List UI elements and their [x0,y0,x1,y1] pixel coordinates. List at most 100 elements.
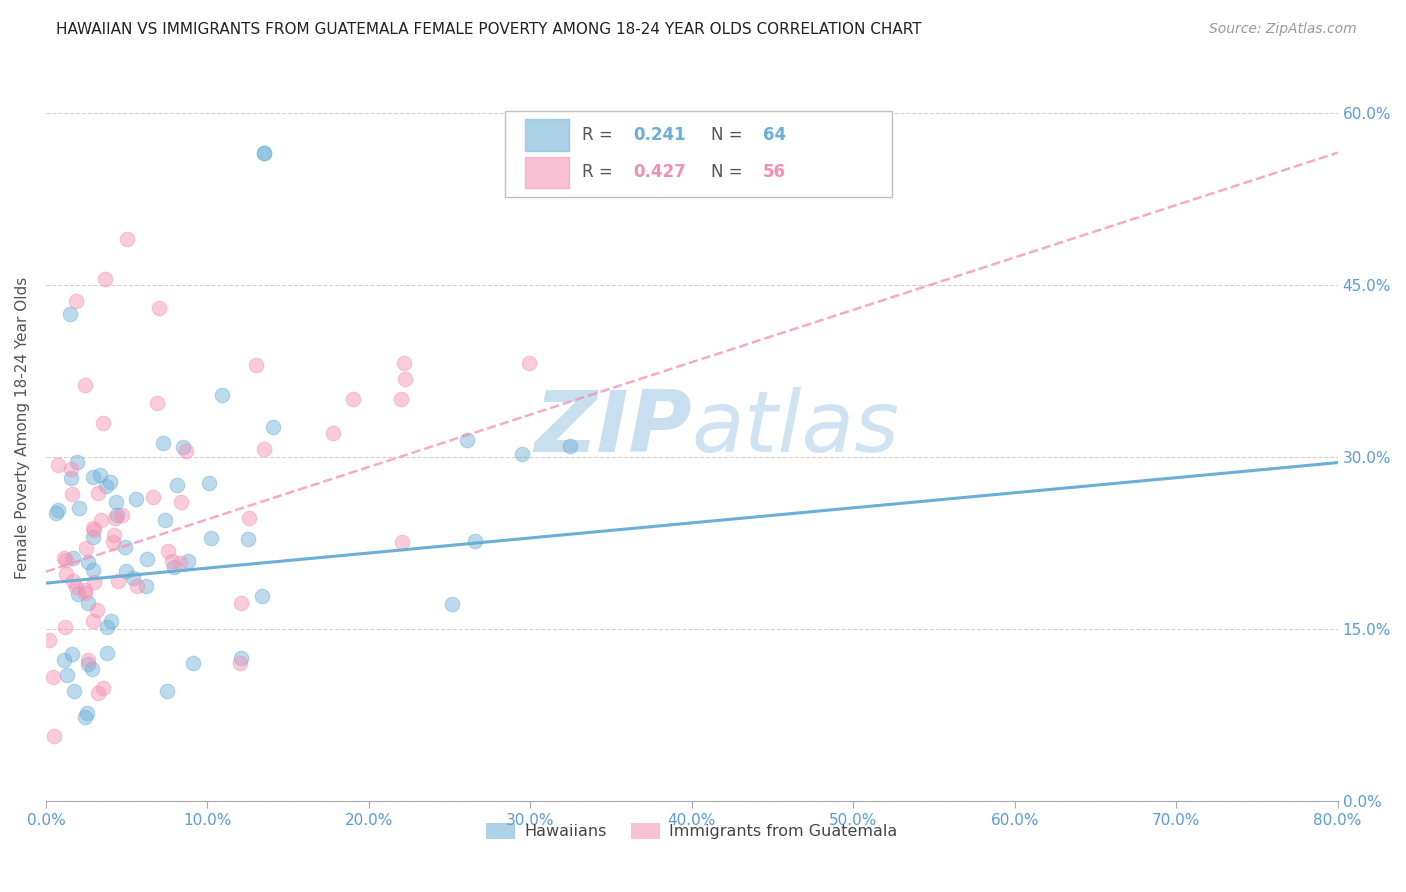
Legend: Hawaiians, Immigrants from Guatemala: Hawaiians, Immigrants from Guatemala [479,816,904,846]
Point [146,396,169,410]
Point [55,566,77,581]
Point [389,392,412,407]
Point [60,487,83,501]
Point [148,301,170,315]
Point [111,508,134,522]
Point [125,491,148,506]
Point [59,307,82,321]
Point [52,653,75,667]
Point [77,653,100,667]
Point [75,541,97,555]
Point [82,530,104,544]
Point [98,475,121,489]
Point [228,657,250,671]
Point [77,555,100,569]
Point [82,563,104,577]
Point [253,442,276,456]
Point [105,508,128,522]
Point [136,552,159,566]
Point [342,392,364,407]
Point [253,145,276,160]
Point [156,543,179,558]
Point [82,614,104,628]
Point [170,495,193,509]
Y-axis label: Female Poverty Among 18-24 Year Olds: Female Poverty Among 18-24 Year Olds [15,277,30,579]
Point [142,490,165,504]
Point [135,579,157,593]
Point [62,574,84,589]
Text: N =: N = [711,126,748,144]
Point [114,564,136,578]
Text: N =: N = [711,163,748,181]
Point [464,533,486,548]
Point [245,358,267,372]
Point [122,571,145,585]
Point [83,575,105,590]
Point [59,462,82,476]
Point [558,439,581,453]
Point [90,513,112,527]
Point [104,510,127,524]
Point [322,426,344,441]
Point [65,293,87,308]
Point [231,651,253,665]
Point [262,420,284,434]
Text: atlas: atlas [692,387,900,470]
Point [62,683,84,698]
Point [103,528,125,542]
Text: R =: R = [582,126,619,144]
Text: 64: 64 [763,126,786,144]
FancyBboxPatch shape [526,157,569,188]
Point [77,657,100,671]
Point [456,433,478,447]
FancyBboxPatch shape [526,120,569,151]
Point [45,506,67,520]
Point [166,478,188,492]
Point [59,471,82,485]
Point [96,620,118,634]
Point [80,662,103,676]
Point [510,446,533,460]
Point [103,534,125,549]
Point [96,646,118,660]
Point [394,372,416,386]
Point [46,503,69,517]
Point [169,556,191,570]
Point [75,586,97,600]
Point [181,656,204,670]
Point [55,553,77,567]
Point [163,560,186,574]
Text: 0.241: 0.241 [634,126,686,144]
Point [67,500,90,515]
Point [38,632,60,647]
Point [42,670,65,684]
Point [211,387,233,401]
Point [82,521,104,535]
Point [94,272,117,286]
Point [87,486,110,500]
Text: Source: ZipAtlas.com: Source: ZipAtlas.com [1209,22,1357,37]
Point [238,532,260,546]
Point [94,479,117,493]
Point [114,540,136,554]
Point [75,583,97,598]
Point [93,416,115,430]
Point [177,554,200,568]
Point [156,683,179,698]
Text: ZIP: ZIP [534,387,692,470]
Point [55,620,77,634]
Point [44,729,66,743]
Point [86,603,108,617]
Point [252,590,274,604]
Point [160,554,183,568]
Point [231,596,253,610]
Point [66,455,89,469]
Text: HAWAIIAN VS IMMIGRANTS FROM GUATEMALA FEMALE POVERTY AMONG 18-24 YEAR OLDS CORRE: HAWAIIAN VS IMMIGRANTS FROM GUATEMALA FE… [56,22,922,37]
Point [392,356,415,370]
Text: 56: 56 [763,163,786,181]
Point [100,614,122,628]
Point [152,436,174,450]
Point [76,706,98,720]
Point [238,510,260,524]
Point [89,467,111,482]
